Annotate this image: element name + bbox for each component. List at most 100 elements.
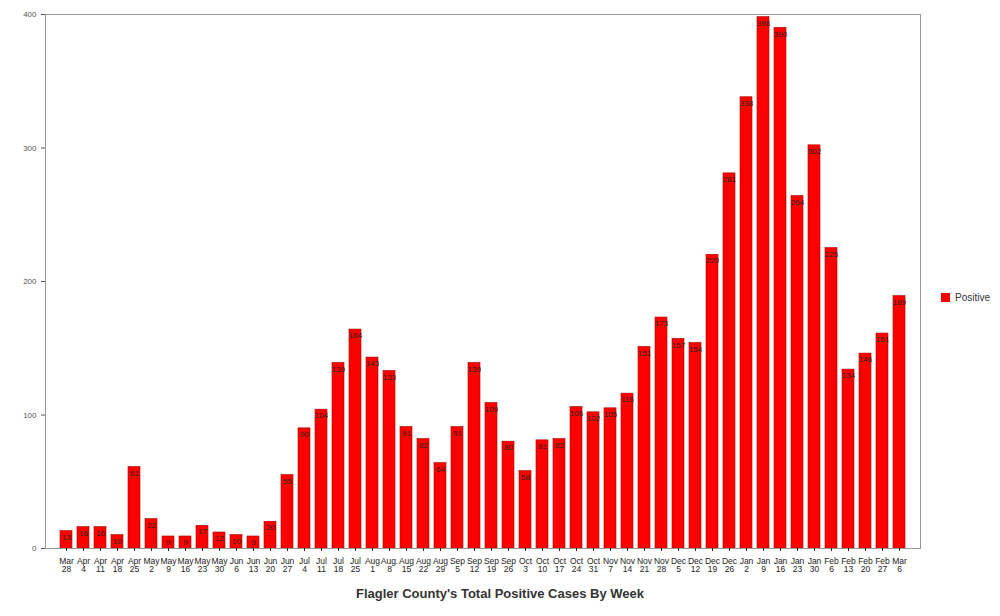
svg-text:Jul4: Jul4 — [299, 556, 310, 575]
svg-text:9: 9 — [166, 538, 171, 547]
svg-text:Oct17: Oct17 — [553, 556, 567, 575]
svg-text:Jan30: Jan30 — [808, 556, 822, 575]
svg-text:9: 9 — [251, 538, 256, 547]
svg-text:Sep5: Sep5 — [450, 556, 465, 575]
svg-text:Jun6: Jun6 — [230, 556, 244, 575]
svg-text:Oct3: Oct3 — [519, 556, 533, 575]
svg-text:Jan9: Jan9 — [757, 556, 771, 575]
svg-text:Mar28: Mar28 — [59, 556, 74, 575]
svg-text:12: 12 — [215, 534, 224, 543]
svg-text:Nov7: Nov7 — [603, 556, 619, 575]
svg-text:13: 13 — [62, 533, 71, 542]
svg-text:104: 104 — [315, 411, 329, 420]
svg-text:Apr4: Apr4 — [77, 556, 90, 575]
svg-text:10: 10 — [113, 537, 122, 546]
svg-text:Apr25: Apr25 — [128, 556, 141, 575]
svg-text:82: 82 — [419, 441, 428, 450]
svg-text:151: 151 — [638, 349, 652, 358]
svg-text:105: 105 — [604, 410, 618, 419]
svg-text:116: 116 — [621, 395, 634, 404]
svg-text:20: 20 — [266, 523, 275, 532]
svg-text:133: 133 — [383, 373, 397, 382]
svg-text:143: 143 — [366, 359, 380, 368]
svg-text:Aug15: Aug15 — [399, 556, 414, 575]
svg-text:Sep12: Sep12 — [467, 556, 482, 575]
svg-text:100: 100 — [23, 411, 37, 420]
svg-text:91: 91 — [402, 429, 411, 438]
svg-text:Dec5: Dec5 — [671, 556, 687, 575]
svg-text:64: 64 — [436, 465, 445, 474]
svg-text:Jun13: Jun13 — [247, 556, 261, 575]
svg-text:Feb27: Feb27 — [875, 556, 890, 575]
svg-text:Sep19: Sep19 — [484, 556, 499, 575]
svg-text:400: 400 — [23, 10, 37, 19]
svg-text:9: 9 — [183, 538, 188, 547]
svg-text:164: 164 — [349, 331, 363, 340]
svg-text:139: 139 — [468, 365, 482, 374]
svg-text:Aug22: Aug22 — [416, 556, 431, 575]
svg-text:61: 61 — [130, 469, 139, 478]
svg-text:May16: May16 — [177, 556, 194, 575]
svg-text:Jan16: Jan16 — [774, 556, 788, 575]
svg-text:Oct10: Oct10 — [536, 556, 550, 575]
svg-text:10: 10 — [232, 537, 241, 546]
svg-text:Jul18: Jul18 — [333, 556, 344, 575]
svg-text:220: 220 — [706, 256, 720, 265]
svg-text:Feb20: Feb20 — [858, 556, 873, 575]
svg-text:Oct24: Oct24 — [570, 556, 584, 575]
svg-text:Oct31: Oct31 — [587, 556, 601, 575]
svg-text:Dec26: Dec26 — [722, 556, 738, 575]
svg-text:102: 102 — [587, 414, 601, 423]
svg-text:225: 225 — [825, 250, 839, 259]
svg-text:16: 16 — [79, 529, 88, 538]
svg-text:82: 82 — [555, 441, 564, 450]
svg-text:80: 80 — [504, 443, 513, 452]
svg-text:Jun20: Jun20 — [264, 556, 278, 575]
svg-text:146: 146 — [859, 355, 873, 364]
svg-text:Apr11: Apr11 — [94, 556, 107, 575]
svg-text:0: 0 — [32, 544, 37, 553]
svg-text:Aug29: Aug29 — [433, 556, 448, 575]
svg-text:May9: May9 — [160, 556, 177, 575]
svg-text:Nov14: Nov14 — [620, 556, 636, 575]
svg-text:161: 161 — [876, 335, 890, 344]
svg-text:157: 157 — [672, 341, 686, 350]
svg-text:134: 134 — [842, 371, 856, 380]
svg-text:Nov28: Nov28 — [654, 556, 670, 575]
svg-text:200: 200 — [23, 277, 37, 286]
svg-text:Jan23: Jan23 — [791, 556, 805, 575]
svg-text:Jan2: Jan2 — [740, 556, 754, 575]
svg-text:Nov21: Nov21 — [637, 556, 653, 575]
svg-text:81: 81 — [538, 442, 547, 451]
svg-text:Jul25: Jul25 — [350, 556, 361, 575]
svg-text:55: 55 — [283, 477, 292, 486]
svg-text:58: 58 — [521, 473, 530, 482]
svg-text:106: 106 — [570, 409, 584, 418]
svg-text:Dec12: Dec12 — [688, 556, 704, 575]
svg-text:338: 338 — [740, 99, 754, 108]
svg-text:Mar6: Mar6 — [892, 556, 907, 575]
svg-text:90: 90 — [300, 430, 309, 439]
svg-text:302: 302 — [808, 147, 822, 156]
svg-text:Feb13: Feb13 — [841, 556, 856, 575]
svg-text:300: 300 — [23, 144, 37, 153]
svg-text:189: 189 — [893, 298, 907, 307]
svg-text:281: 281 — [723, 175, 737, 184]
svg-text:139: 139 — [332, 365, 346, 374]
svg-text:398: 398 — [757, 19, 771, 28]
svg-text:May30: May30 — [211, 556, 228, 575]
svg-text:Sep26: Sep26 — [501, 556, 516, 575]
svg-text:173: 173 — [655, 319, 669, 328]
svg-text:154: 154 — [689, 345, 703, 354]
svg-text:16: 16 — [96, 529, 105, 538]
svg-text:Aug.8: Aug.8 — [381, 556, 399, 575]
svg-text:Jul11: Jul11 — [316, 556, 327, 575]
svg-text:17: 17 — [198, 527, 207, 536]
svg-text:109: 109 — [485, 405, 499, 414]
svg-text:91: 91 — [453, 429, 462, 438]
svg-text:Apr18: Apr18 — [111, 556, 124, 575]
svg-text:May23: May23 — [194, 556, 211, 575]
svg-text:Feb6: Feb6 — [824, 556, 839, 575]
svg-text:390: 390 — [774, 30, 788, 39]
svg-text:May2: May2 — [143, 556, 160, 575]
